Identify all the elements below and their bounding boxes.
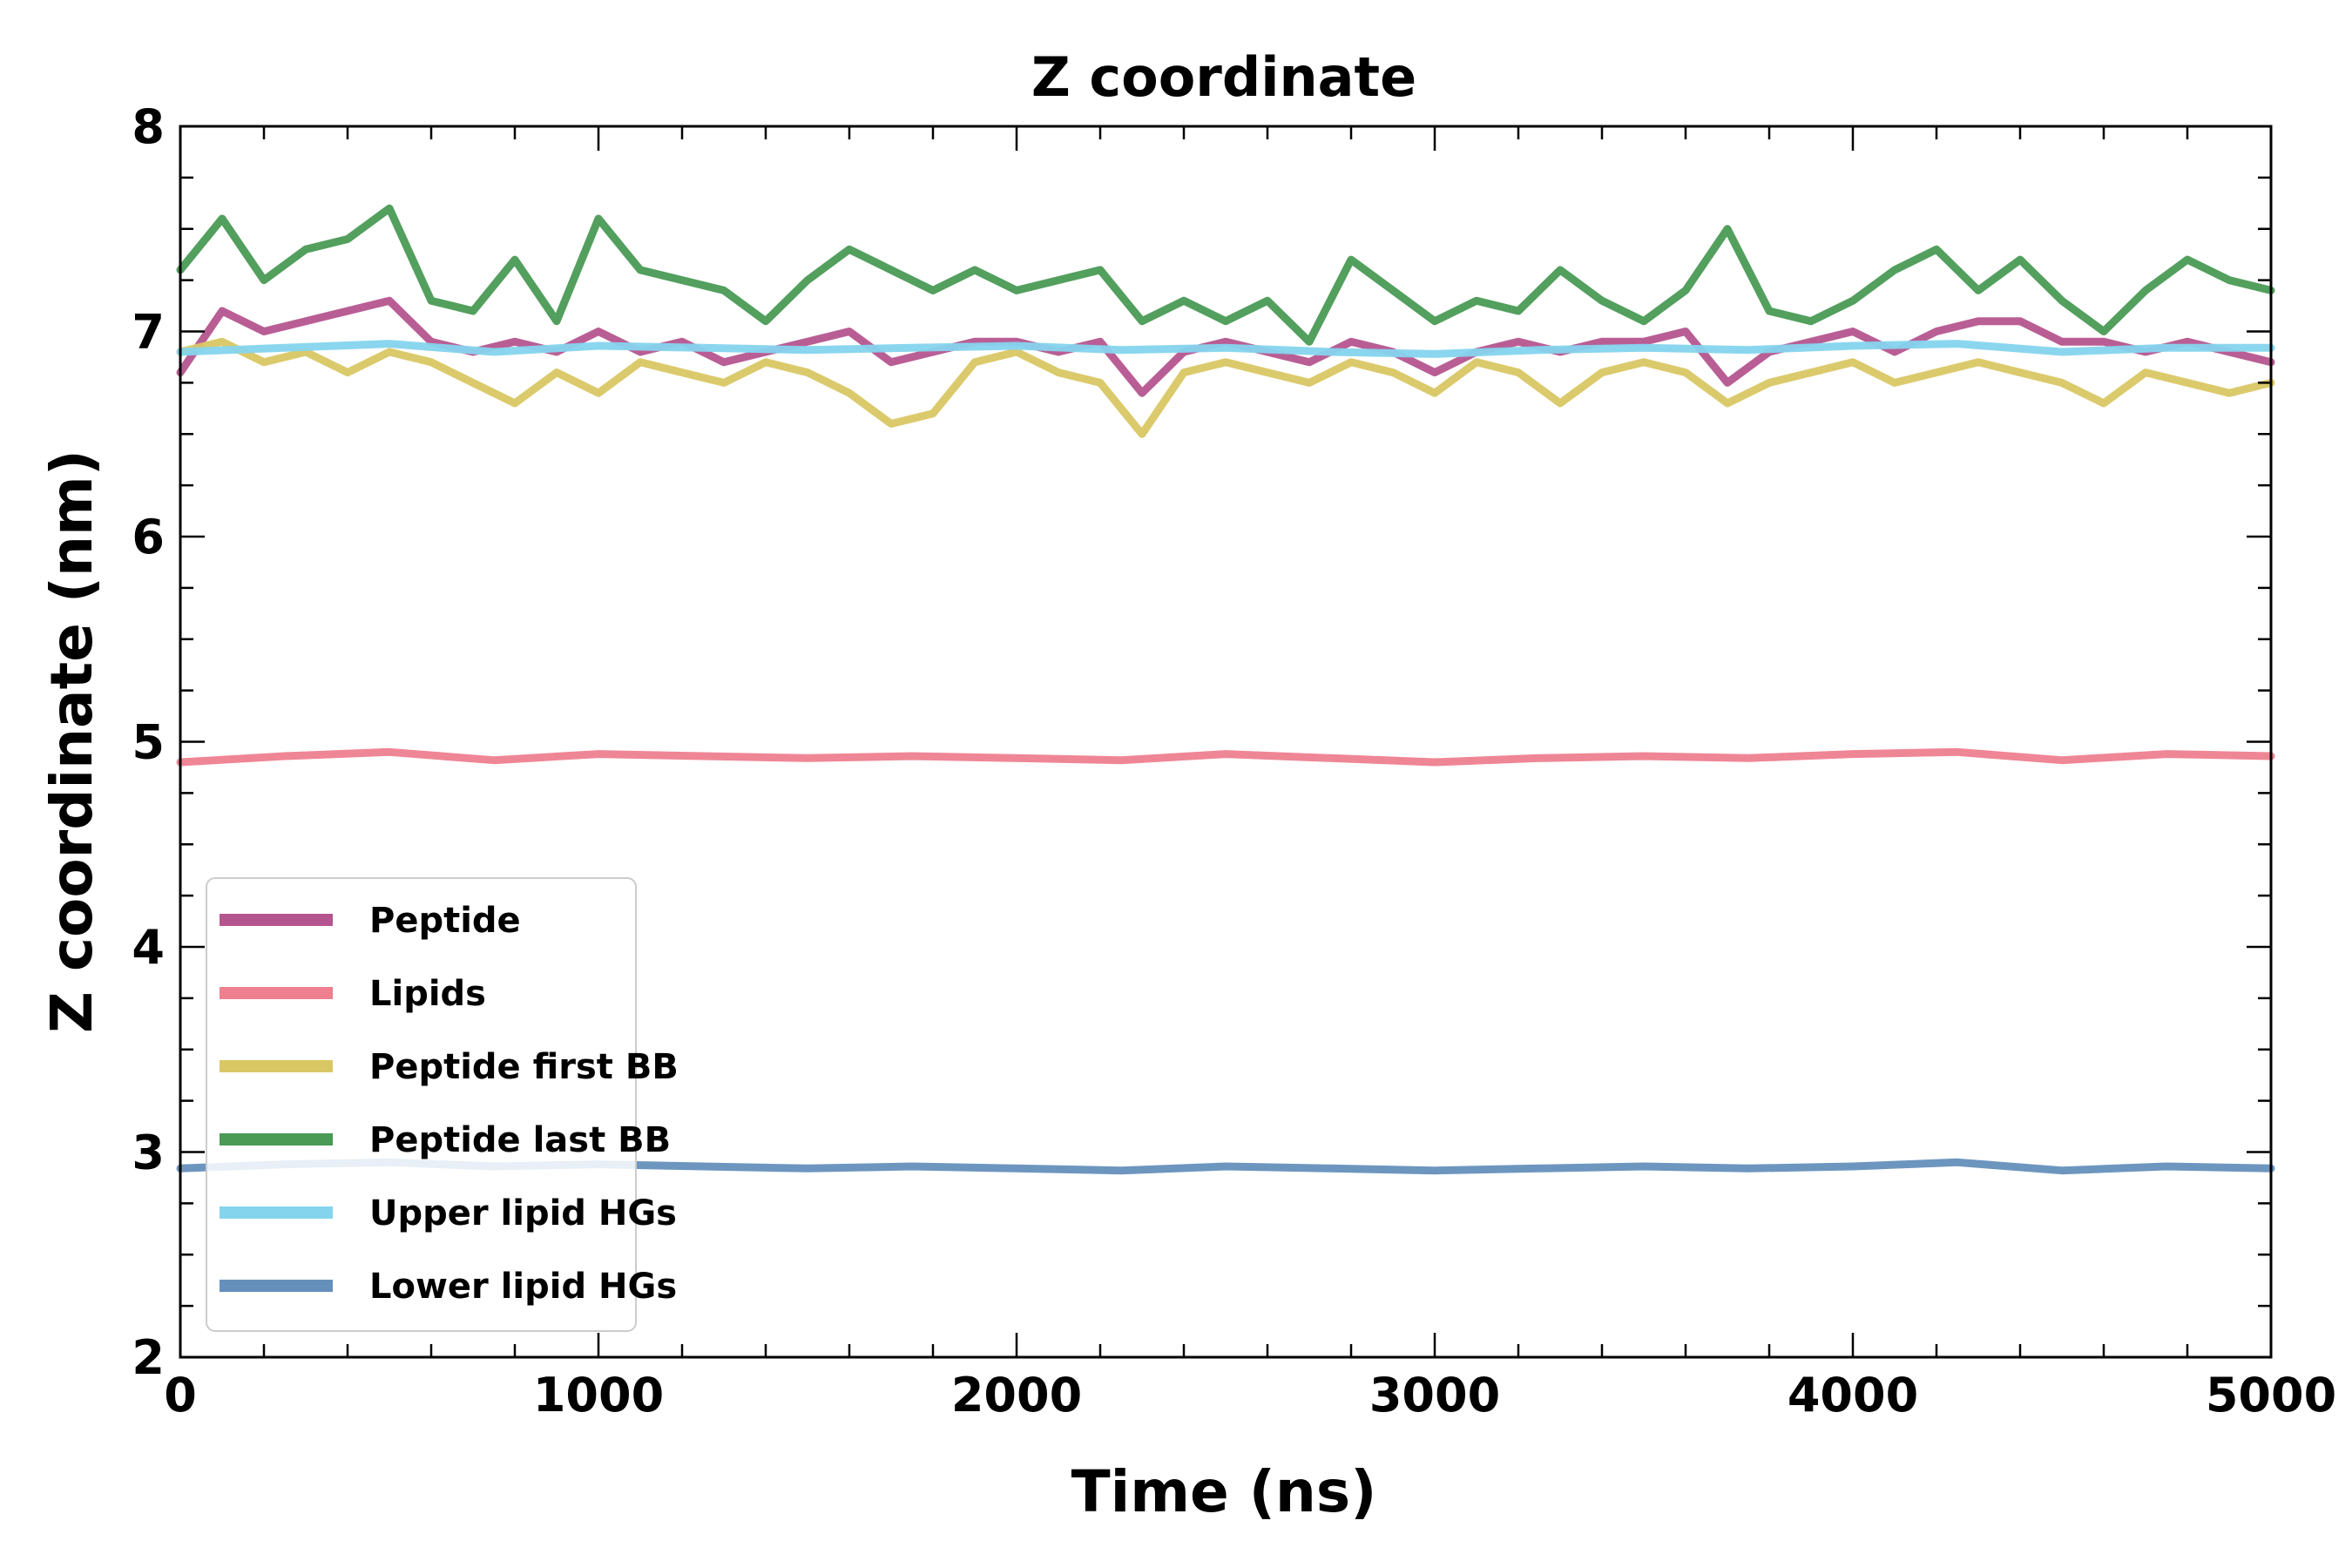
- series-line-2: [176, 747, 2275, 767]
- series-layer: [176, 204, 2275, 1175]
- series-line-3: [176, 337, 2275, 438]
- x-tick-label: 0: [164, 1368, 197, 1423]
- legend-label-4: Peptide last BB: [369, 1120, 671, 1160]
- x-tick-label: 5000: [2206, 1368, 2336, 1423]
- legend-label-5: Upper lipid HGs: [369, 1193, 677, 1233]
- series-line-4: [176, 204, 2275, 346]
- series-line-1: [176, 296, 2275, 397]
- chart-title: Z coordinate: [1031, 45, 1416, 109]
- x-tick-label: 2000: [951, 1368, 1082, 1423]
- y-tick-label: 8: [132, 99, 165, 154]
- x-tick-label: 4000: [1788, 1368, 1918, 1423]
- x-tick-label: 1000: [533, 1368, 664, 1423]
- legend-label-1: Peptide: [369, 901, 521, 941]
- y-tick-label: 4: [132, 920, 165, 975]
- legend-items: Peptide Lipids Peptide first BB Peptide las…: [220, 901, 679, 1307]
- y-axis-label: Z coordinate (nm): [38, 449, 105, 1033]
- legend-label-2: Lipids: [369, 974, 486, 1014]
- legend: Peptide Lipids Peptide first BB Peptide las…: [206, 877, 679, 1332]
- y-tick-label: 7: [132, 305, 165, 360]
- legend-label-3: Peptide first BB: [369, 1047, 679, 1087]
- y-tick-label: 5: [132, 715, 165, 770]
- legend-box: [206, 877, 637, 1332]
- plot-frame: [179, 125, 2273, 1359]
- y-tick-label: 6: [132, 510, 165, 564]
- x-tick-label: 3000: [1369, 1368, 1500, 1423]
- y-tick-label: 2: [132, 1330, 165, 1385]
- legend-label-6: Lower lipid HGs: [369, 1267, 677, 1307]
- series-line-5: [176, 340, 2275, 358]
- x-axis-label: Time (ns): [1071, 1458, 1377, 1525]
- y-tick-label: 3: [132, 1125, 165, 1180]
- tick-layer: 0 1000 2000 3000 4000 5000 2 3 4 5 6 7 8: [132, 99, 2336, 1423]
